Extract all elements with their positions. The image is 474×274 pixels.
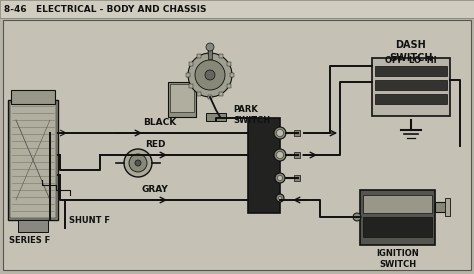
Bar xyxy=(170,84,194,112)
Circle shape xyxy=(129,154,147,172)
Bar xyxy=(208,95,212,99)
Circle shape xyxy=(274,149,286,161)
Bar xyxy=(197,92,201,96)
Bar xyxy=(186,73,190,77)
Bar xyxy=(168,82,196,117)
Circle shape xyxy=(276,152,283,158)
Text: SHUNT F: SHUNT F xyxy=(70,216,110,225)
Bar xyxy=(360,190,435,245)
Bar xyxy=(294,175,300,181)
Bar xyxy=(363,195,432,213)
Text: IGNITION
SWITCH: IGNITION SWITCH xyxy=(376,249,419,269)
Bar xyxy=(294,152,300,158)
Bar xyxy=(375,66,447,76)
Bar xyxy=(11,90,55,104)
Bar xyxy=(375,94,447,104)
Circle shape xyxy=(274,127,286,139)
Bar xyxy=(294,130,300,136)
Bar xyxy=(197,54,201,58)
Text: PARK
SWITCH: PARK SWITCH xyxy=(233,105,270,125)
Bar xyxy=(0,0,474,18)
Bar xyxy=(445,198,450,216)
Bar xyxy=(230,73,234,77)
Bar xyxy=(8,100,58,220)
Circle shape xyxy=(277,176,283,181)
Bar xyxy=(18,220,48,232)
Bar xyxy=(206,113,226,121)
Circle shape xyxy=(276,130,283,136)
Bar xyxy=(363,217,432,237)
Bar xyxy=(10,102,56,218)
Circle shape xyxy=(275,173,285,183)
Bar xyxy=(375,80,447,90)
Circle shape xyxy=(205,70,215,80)
Circle shape xyxy=(135,160,141,166)
Bar xyxy=(219,92,223,96)
Circle shape xyxy=(279,196,282,199)
Circle shape xyxy=(124,149,152,177)
Circle shape xyxy=(195,60,225,90)
Circle shape xyxy=(206,43,214,51)
Text: OFF  LO  HI: OFF LO HI xyxy=(385,56,437,65)
Text: BLACK: BLACK xyxy=(143,118,177,127)
Circle shape xyxy=(188,53,232,97)
Bar xyxy=(227,84,231,88)
Text: DASH
SWITCH: DASH SWITCH xyxy=(389,40,433,63)
Bar xyxy=(219,54,223,58)
Bar xyxy=(372,58,450,116)
Bar xyxy=(189,84,193,88)
Text: SERIES F: SERIES F xyxy=(9,236,51,245)
Text: 8-46   ELECTRICAL - BODY AND CHASSIS: 8-46 ELECTRICAL - BODY AND CHASSIS xyxy=(4,4,207,13)
Text: RED: RED xyxy=(145,140,165,149)
Bar xyxy=(189,62,193,66)
Circle shape xyxy=(276,194,284,202)
Bar xyxy=(227,62,231,66)
Bar xyxy=(208,51,212,55)
Bar xyxy=(435,202,449,212)
Bar xyxy=(248,118,280,213)
Text: GRAY: GRAY xyxy=(142,185,168,194)
Circle shape xyxy=(353,213,361,221)
Bar xyxy=(208,47,212,59)
